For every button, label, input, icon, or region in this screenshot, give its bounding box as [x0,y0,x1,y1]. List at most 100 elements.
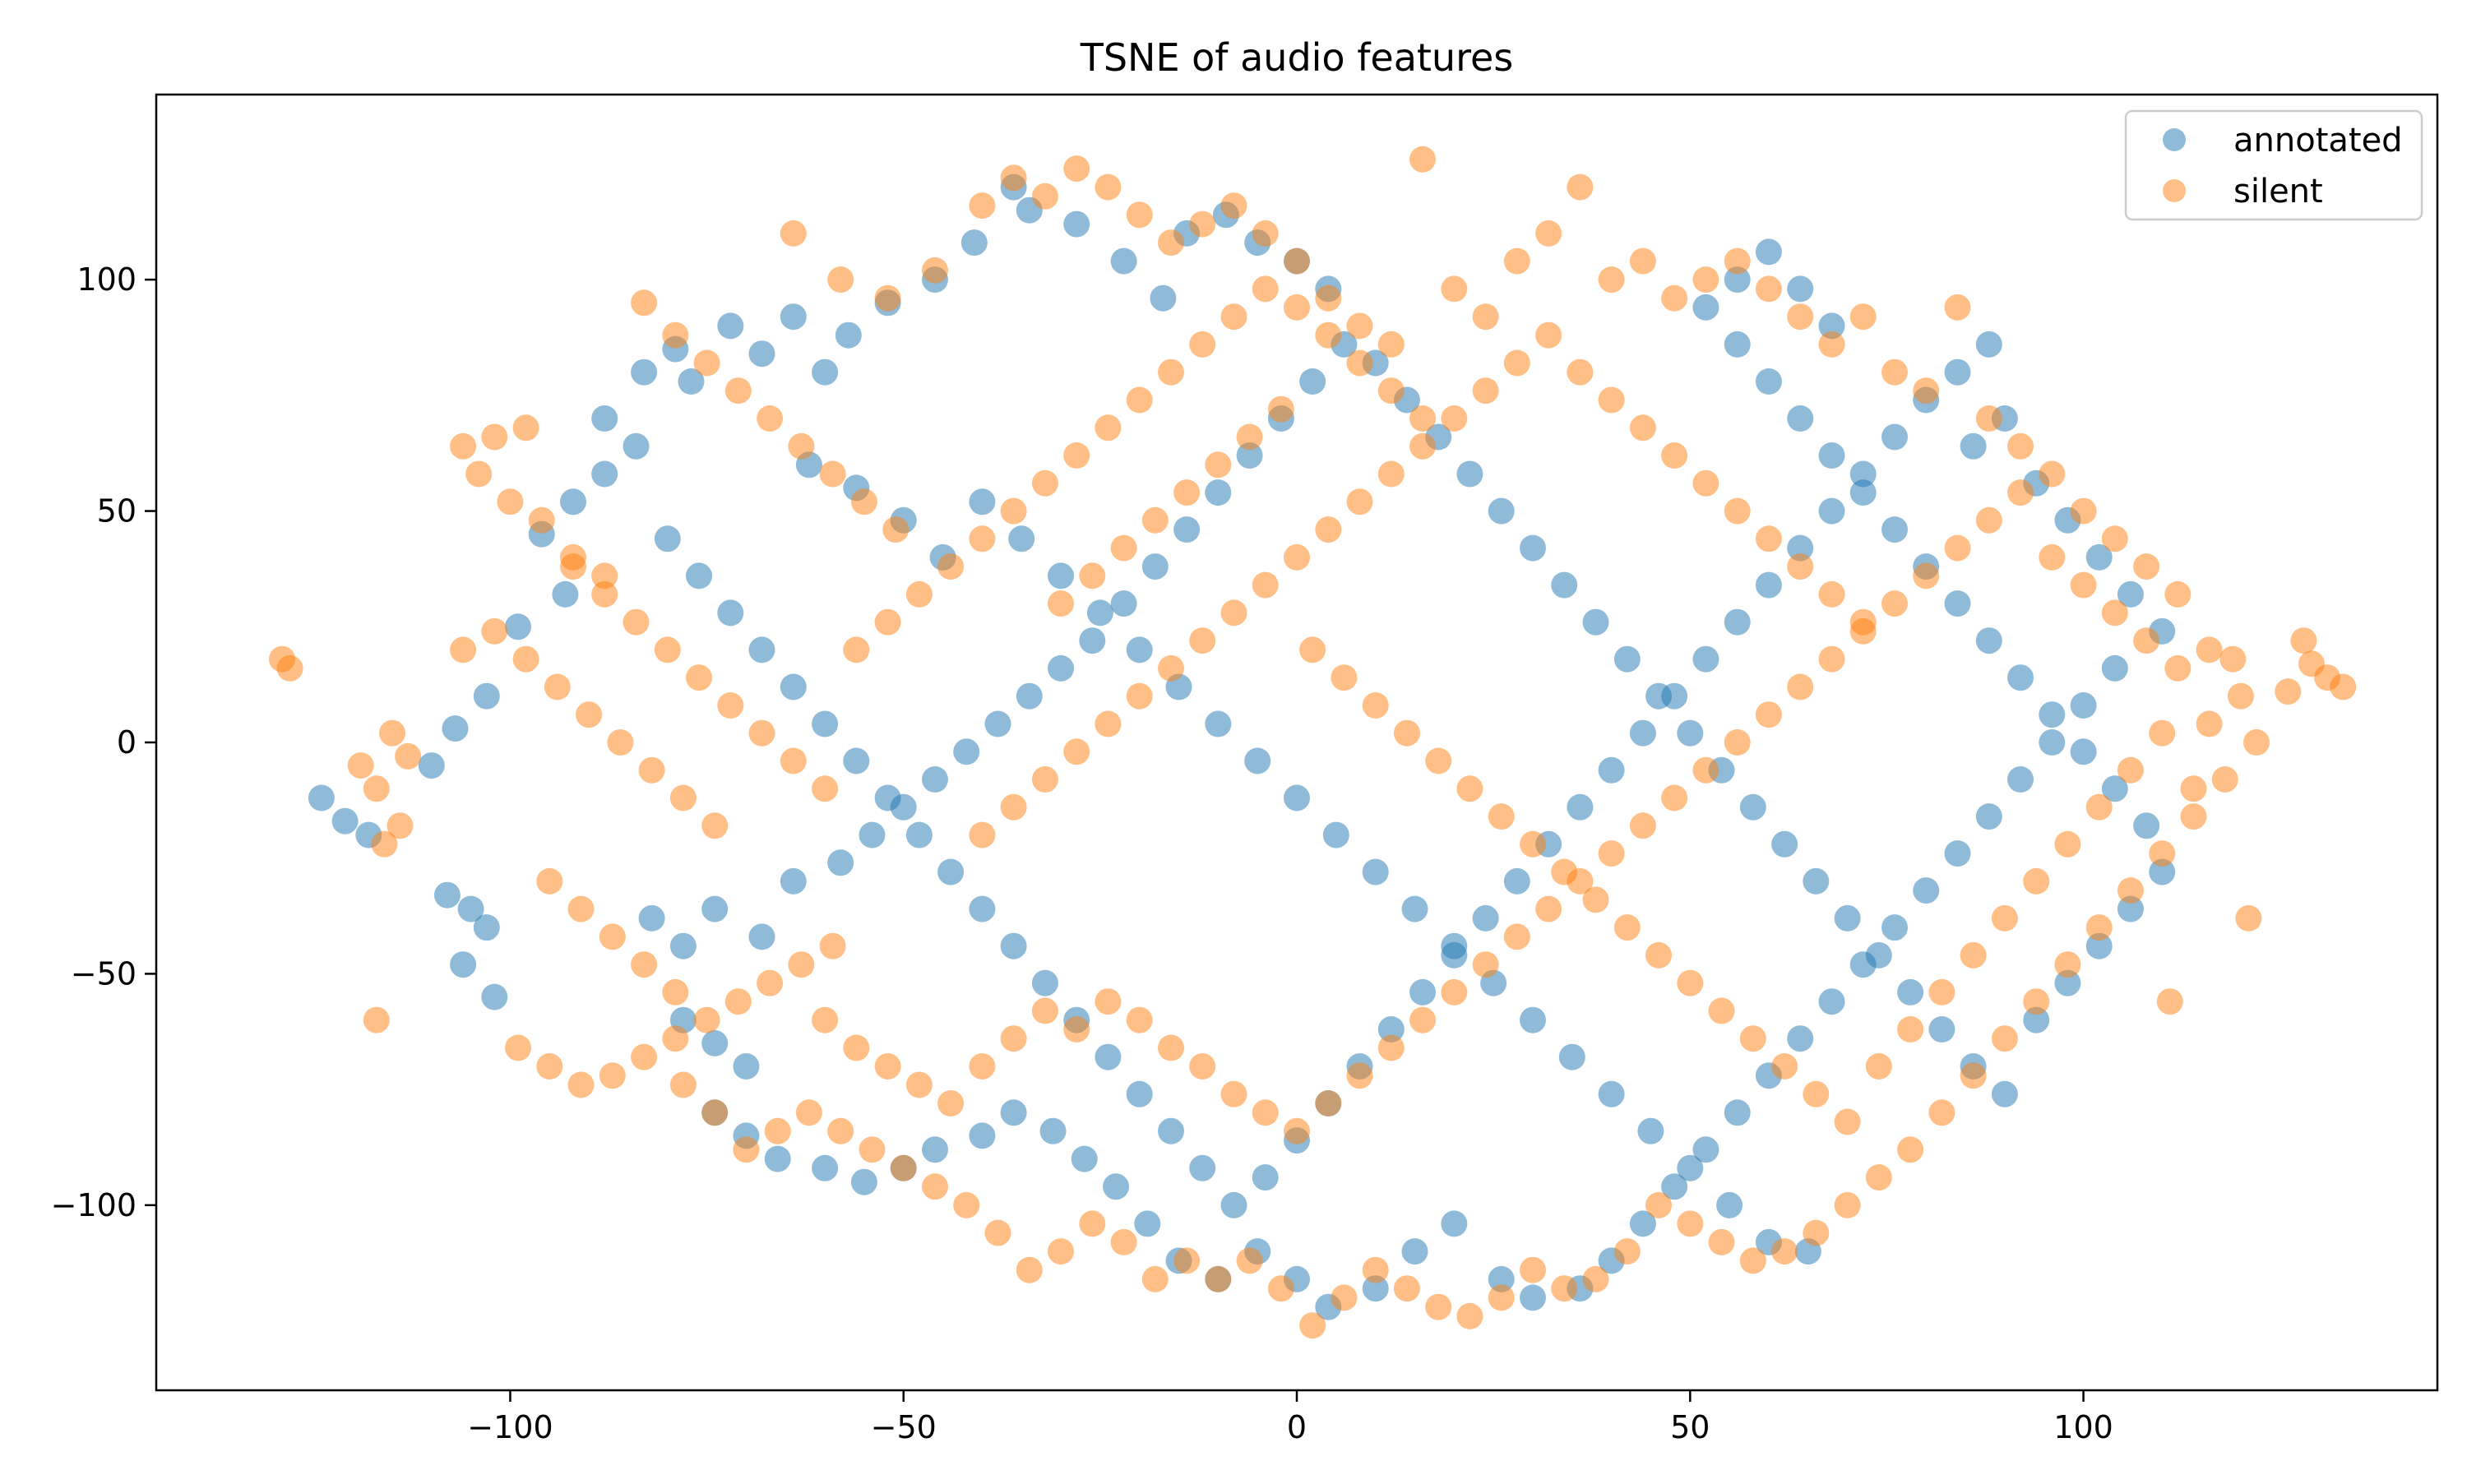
silent-point [1897,1016,1924,1042]
annotated-point [1220,1191,1247,1218]
silent-point [1739,1247,1766,1274]
silent-point [2117,756,2144,784]
annotated-point [473,914,500,941]
silent-point [2164,654,2192,682]
silent-point [1598,840,1625,867]
annotated-point [1236,442,1263,469]
silent-point [1031,469,1058,497]
silent-point [1787,553,1814,580]
silent-point [1503,923,1530,950]
annotated-point [1401,1238,1428,1265]
silent-point [780,220,807,247]
silent-point [450,432,477,460]
annotated-point [591,405,618,432]
silent-point [1598,266,1625,294]
silent-point [1409,432,1436,460]
annotated-point [1284,784,1310,811]
silent-point [2070,571,2097,599]
annotated-point [1944,590,1971,617]
silent-point [2101,525,2128,552]
annotated-point [1629,719,1656,747]
annotated-point [1103,1173,1129,1200]
annotated-point [922,766,948,793]
silent-point [1803,1080,1830,1107]
silent-point [764,1117,791,1144]
silent-point [1645,1191,1672,1218]
annotated-point [631,358,658,386]
silent-point [1629,812,1656,839]
silent-point [567,895,595,922]
silent-point [1535,321,1562,349]
silent-point [1095,710,1122,737]
legend-marker-annotated [2163,128,2186,151]
silent-point [827,1117,854,1144]
silent-point [1126,386,1153,414]
annotated-point [450,951,477,978]
annotated-point [827,849,854,876]
silent-point [1031,997,1058,1024]
annotated-point [686,562,712,589]
annotated-point [717,312,744,340]
annotated-point [905,821,933,848]
silent-point [1346,488,1373,515]
silent-point [1236,1247,1263,1274]
annotated-point [552,580,579,608]
silent-point [591,580,618,608]
annotated-point [654,525,681,552]
silent-point [2054,830,2081,858]
silent-point [1158,654,1184,682]
silent-point [669,1071,697,1098]
silent-point [1095,173,1122,201]
annotated-point [1362,858,1389,885]
annotated-point [1063,210,1090,238]
silent-point [2219,645,2247,673]
silent-point [859,1136,886,1163]
annotated-point [2117,895,2144,922]
silent-point [1377,1034,1405,1061]
silent-point [1834,1191,1861,1218]
annotated-point [969,1122,996,1149]
silent-point [481,617,508,645]
silent-point [1158,229,1184,257]
silent-point [631,1043,658,1070]
silent-point [1173,479,1201,506]
annotated-point [1787,275,1814,303]
annotated-point [1401,895,1428,922]
silent-point [724,988,752,1015]
silent-point [1409,146,1436,173]
annotated-point [1008,525,1035,552]
silent-point [481,423,508,451]
annotated-point [2085,932,2113,959]
annotated-point [1000,1099,1027,1126]
silent-point [890,1154,917,1181]
annotated-point [984,710,1011,737]
silent-point [874,608,901,636]
y-axis: −100 −50 0 50 100 [51,261,156,1223]
annotated-point [1031,969,1058,996]
annotated-point [1960,432,1987,460]
silent-point [1865,1053,1892,1079]
silent-point [1173,1247,1201,1274]
silent-point [724,377,752,405]
silent-point [662,1025,689,1052]
y-tick-label: −100 [51,1187,137,1223]
annotated-point [442,715,469,742]
annotated-point [623,432,650,460]
annotated-point [874,784,901,811]
silent-point [560,553,586,580]
silent-point [1551,858,1578,885]
annotated-point [843,747,870,774]
annotated-point [2054,969,2081,996]
silent-point [1661,442,1688,469]
silent-point [1441,978,1468,1006]
silent-point [1393,719,1420,747]
silent-point [780,747,807,774]
silent-point [1220,303,1247,331]
silent-point [969,821,996,848]
silent-point [1425,747,1452,774]
annotated-point [505,613,531,640]
annotated-point [1141,553,1169,580]
annotated-point [1551,571,1578,599]
y-tick-label: 50 [97,493,137,529]
silent-point [812,775,839,802]
